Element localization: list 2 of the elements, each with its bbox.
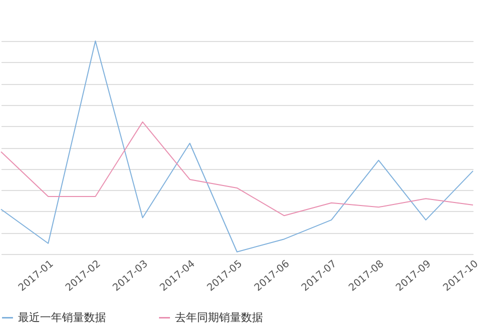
legend-label: 最近一年销量数据	[18, 310, 106, 324]
legend-label: 去年同期销量数据	[175, 310, 263, 324]
